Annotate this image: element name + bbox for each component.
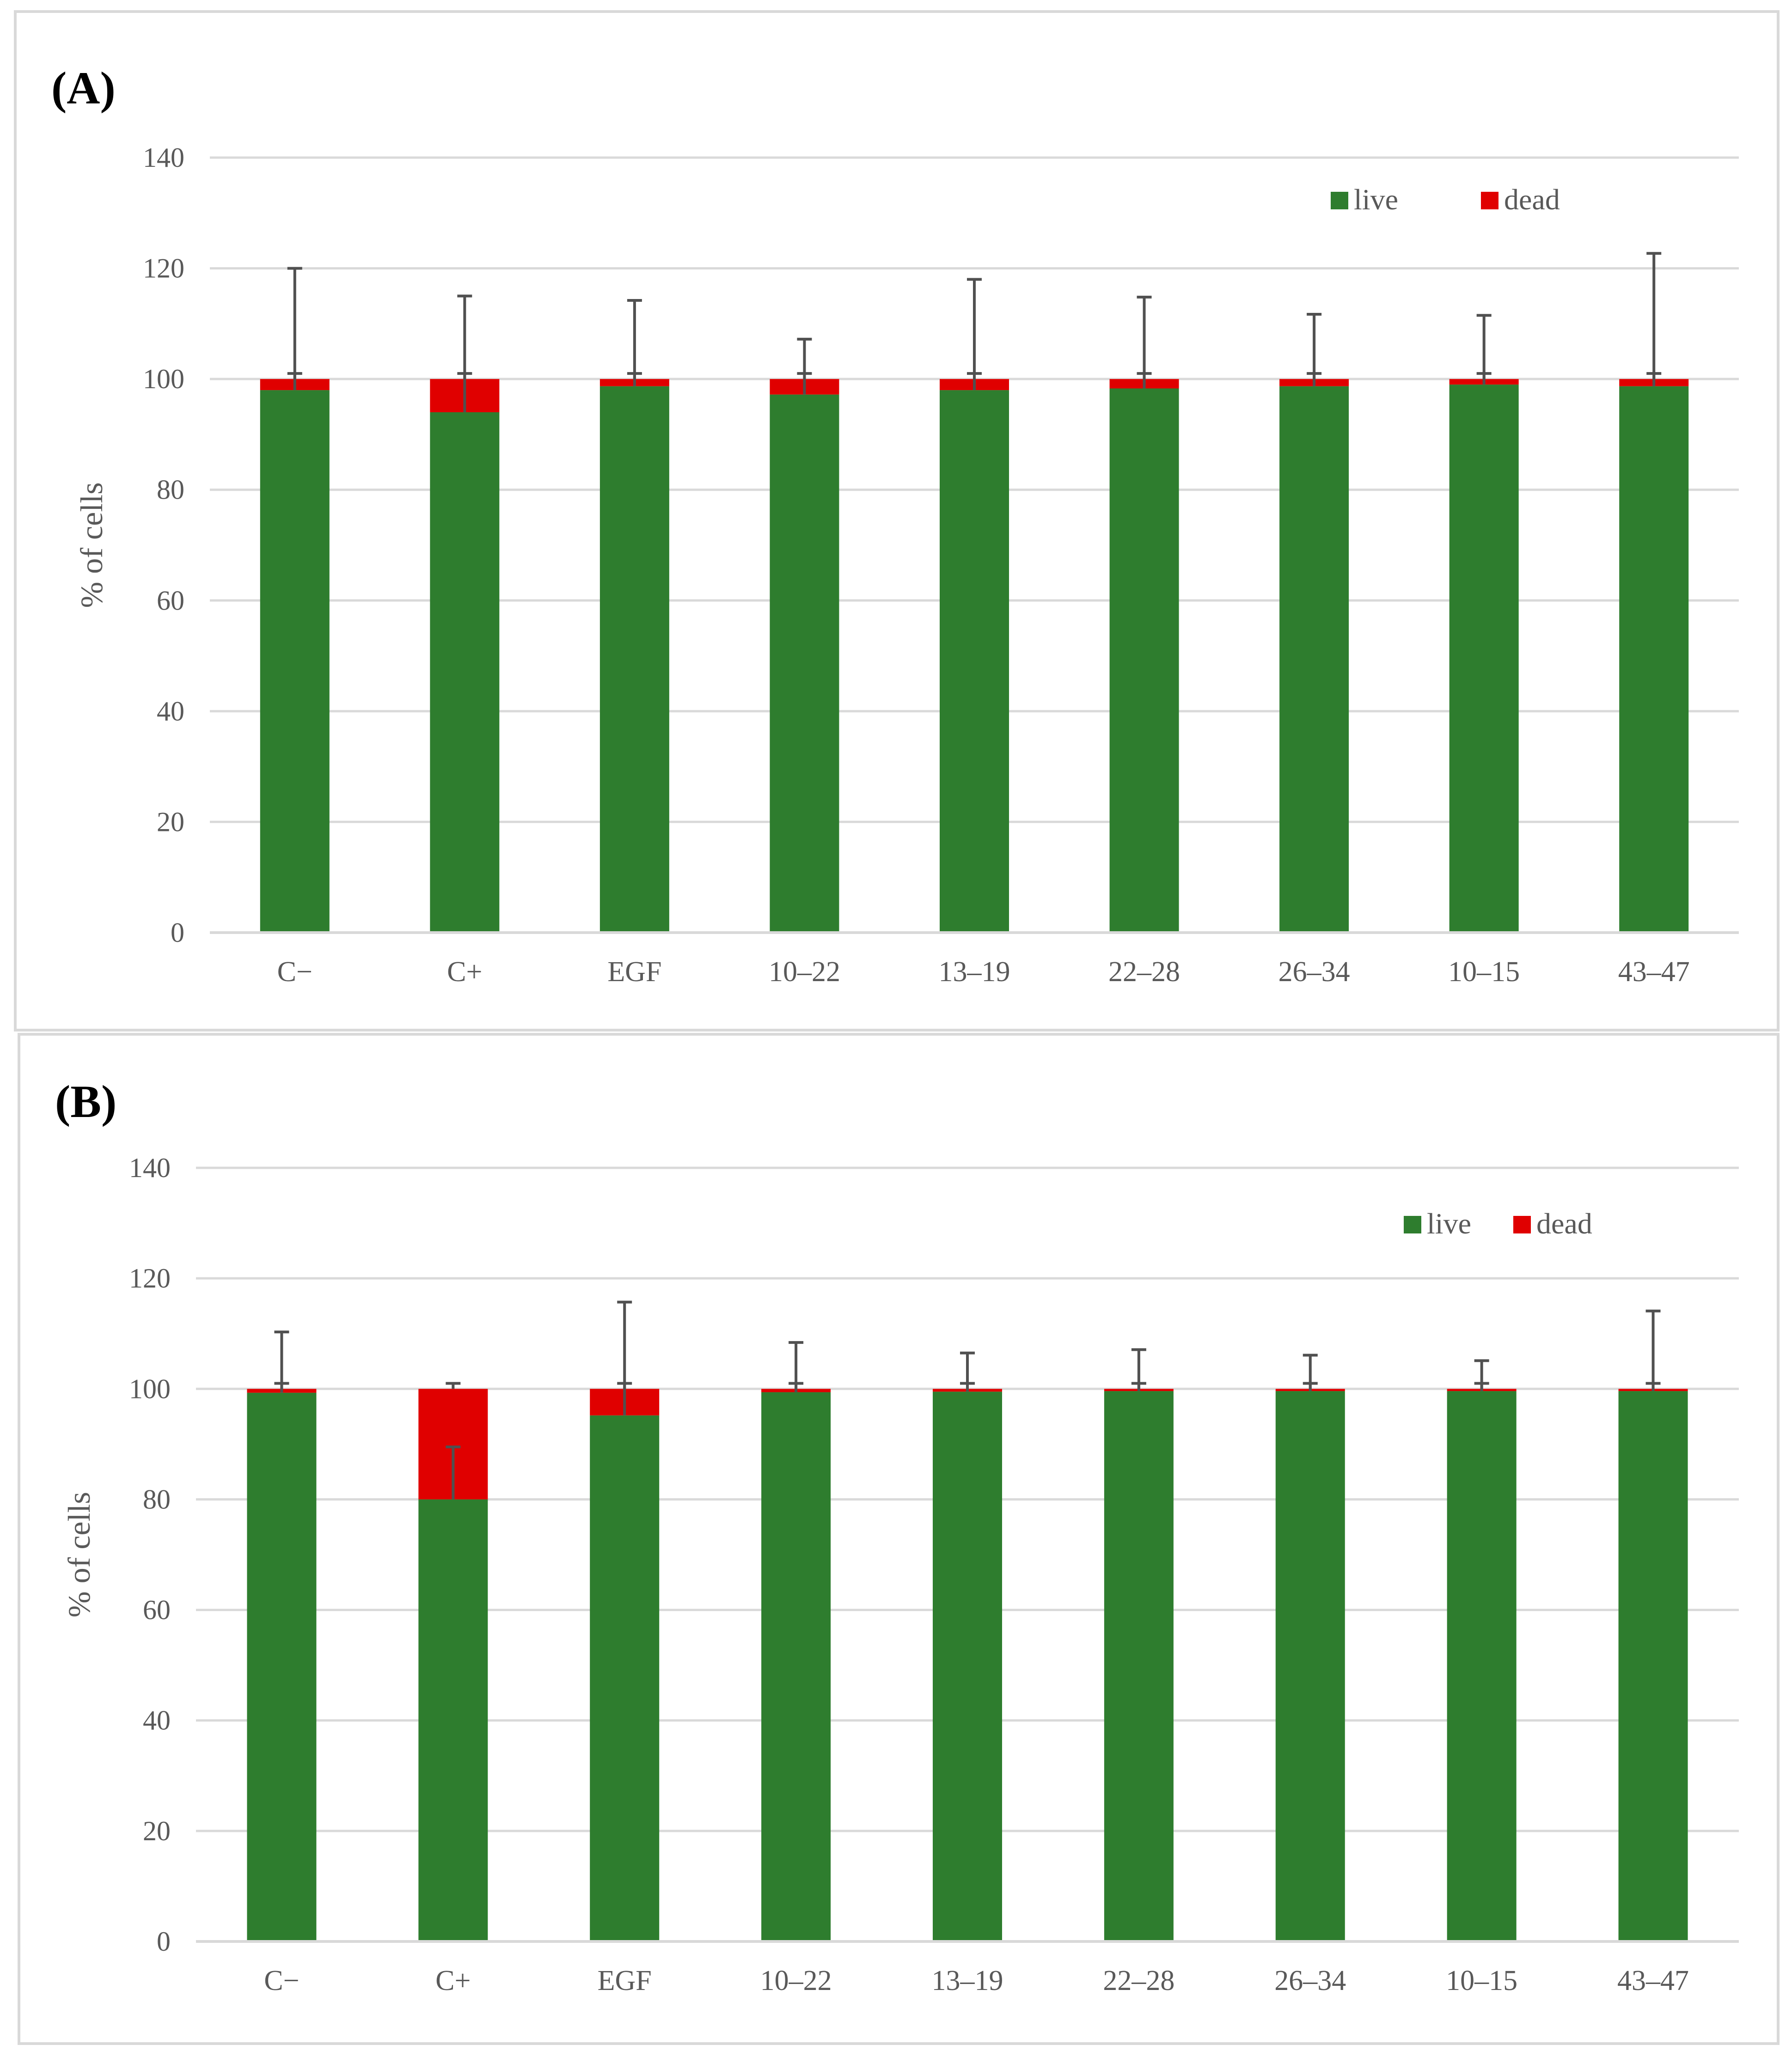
chart-a-ytick-label: 60 — [157, 585, 184, 616]
chart-b-bar-live-2 — [590, 1415, 660, 1941]
chart-a-legend-label-dead: dead — [1504, 183, 1560, 216]
chart-a-ytick-label: 40 — [157, 696, 184, 726]
chart-a-ylabel: % of cells — [74, 482, 109, 608]
chart-b-legend-swatch-dead — [1513, 1216, 1531, 1233]
chart-b-ytick-label: 140 — [129, 1153, 171, 1183]
chart-b-bar-live-3 — [761, 1392, 831, 1941]
chart-a-xtick-label-4: 13–19 — [939, 956, 1010, 988]
chart-b-ytick-label: 100 — [129, 1373, 171, 1404]
chart-a-bar-live-7 — [1449, 385, 1519, 933]
chart-a-bar-live-2 — [599, 386, 669, 933]
chart-b-ytick-label: 20 — [143, 1816, 171, 1846]
chart-a-xtick-label-2: EGF — [607, 956, 661, 988]
chart-a-xtick-label-8: 43–47 — [1618, 956, 1690, 988]
chart-a-svg: 0 20 40 60 80 100 120 140 % of cells C− C+ EGF 10–22… — [74, 142, 1739, 988]
chart-b-bar-live-5 — [1104, 1391, 1174, 1941]
chart-b-legend-label-dead: dead — [1536, 1207, 1592, 1240]
chart-b-bar-live-6 — [1275, 1391, 1345, 1941]
chart-a-ytick-label: 0 — [171, 917, 184, 948]
chart-b-legend-swatch-live — [1404, 1216, 1421, 1233]
chart-b-xtick-label-6: 26–34 — [1274, 1965, 1346, 1996]
chart-a-xtick-label-6: 26–34 — [1278, 956, 1350, 988]
chart-b-xtick-label-3: 10–22 — [760, 1965, 832, 1996]
chart-a-xtick-label-1: C+ — [447, 956, 482, 988]
chart-b-bar-live-0 — [247, 1392, 317, 1941]
chart-a-bar-live-4 — [940, 390, 1009, 933]
chart-b-svg: 0 20 40 60 80 100 120 140 % of cells C− C+ EGF 10–22… — [61, 1153, 1739, 1996]
chart-a-bar-live-6 — [1279, 386, 1349, 933]
chart-b-xtick-label-8: 43–47 — [1617, 1965, 1689, 1996]
chart-a-bar-live-0 — [260, 390, 330, 933]
chart-a-xtick-label-5: 22–28 — [1108, 956, 1180, 988]
chart-a-bar-live-5 — [1109, 388, 1179, 933]
panel-a: (A) 0 20 40 60 80 100 120 140 % of cells C− C+ EGF 1… — [14, 10, 1780, 1032]
chart-a-bar-live-8 — [1619, 386, 1689, 933]
panel-a-label: (A) — [51, 62, 116, 114]
chart-b-legend-label-live: live — [1427, 1207, 1471, 1240]
chart-b-ylabel: % of cells — [61, 1492, 97, 1618]
chart-b-ytick-label: 0 — [157, 1926, 171, 1957]
panel-b: (B) 0 20 40 60 80 100 120 140 % of cells C− C+ EGF 1… — [18, 1033, 1780, 2045]
chart-b-xtick-label-4: 13–19 — [932, 1965, 1003, 1996]
chart-b-xtick-label-7: 10–15 — [1446, 1965, 1517, 1996]
chart-b-bar-live-8 — [1618, 1391, 1688, 1941]
chart-a-ytick-label: 80 — [157, 475, 184, 505]
chart-b-xtick-label-2: EGF — [598, 1965, 652, 1996]
chart-a-ytick-label: 140 — [143, 142, 184, 173]
chart-a-ytick-label: 20 — [157, 806, 184, 837]
chart-b-ytick-label: 80 — [143, 1484, 171, 1514]
chart-a-xtick-label-0: C− — [277, 956, 312, 988]
chart-b-ytick-label: 120 — [129, 1263, 171, 1294]
chart-b-xtick-label-0: C− — [264, 1965, 299, 1996]
chart-b-ytick-label: 60 — [143, 1595, 171, 1625]
chart-b-bar-live-4 — [933, 1392, 1002, 1941]
chart-b-xtick-label-1: C+ — [435, 1965, 471, 1996]
chart-b-ytick-label: 40 — [143, 1705, 171, 1736]
chart-a-bar-live-1 — [430, 412, 500, 933]
chart-a-legend-swatch-live — [1331, 192, 1348, 209]
chart-a-ytick-label: 100 — [143, 364, 184, 394]
chart-b-bar-live-7 — [1447, 1391, 1517, 1941]
chart-a-legend-label-live: live — [1354, 183, 1398, 216]
chart-a-xtick-label-7: 10–15 — [1448, 956, 1520, 988]
chart-b-xtick-label-5: 22–28 — [1103, 1965, 1174, 1996]
chart-a-ytick-label: 120 — [143, 253, 184, 284]
chart-b-bar-live-1 — [418, 1499, 488, 1941]
chart-a-xtick-label-3: 10–22 — [769, 956, 840, 988]
panel-b-label: (B) — [55, 1076, 117, 1127]
chart-a-legend-swatch-dead — [1481, 192, 1498, 209]
chart-a-bar-live-3 — [770, 394, 839, 933]
